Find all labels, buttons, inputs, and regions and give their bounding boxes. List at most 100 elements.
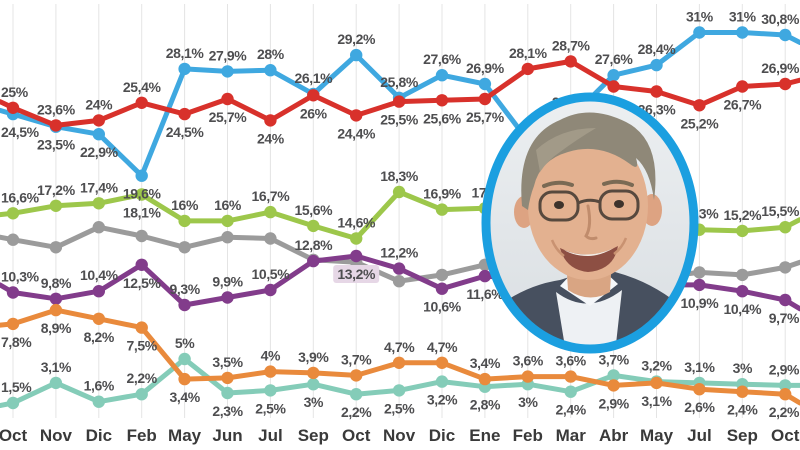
data-point-orange — [135, 321, 148, 334]
data-point-purple — [135, 258, 148, 271]
x-axis-label: Dic — [429, 426, 455, 445]
data-label-orange: 2,9% — [598, 395, 629, 411]
data-point-teal — [135, 388, 148, 401]
data-label-green: 14,6% — [337, 214, 376, 230]
data-label-green: 15,2% — [723, 207, 762, 223]
x-axis-label: Feb — [127, 426, 157, 445]
data-point-red — [307, 89, 320, 102]
data-point-gray — [736, 268, 749, 282]
data-point-green — [435, 203, 449, 216]
data-label-red: 23,6% — [37, 101, 76, 117]
data-point-purple — [264, 283, 277, 297]
eye-right — [614, 200, 624, 208]
data-label-red: 25,4% — [123, 79, 162, 95]
data-label-teal: 3,2% — [641, 358, 672, 374]
data-point-red — [779, 77, 792, 91]
data-label-red: 28,7% — [552, 37, 591, 53]
data-label-red: 24,4% — [337, 125, 376, 141]
data-label-blue: 31% — [729, 8, 757, 24]
data-point-orange — [178, 372, 191, 386]
data-point-red — [350, 109, 363, 122]
data-point-purple — [779, 293, 792, 307]
data-point-gray — [693, 266, 706, 279]
data-point-blue — [92, 128, 106, 141]
data-point-green — [736, 224, 749, 238]
data-label-purple: 11,6% — [466, 286, 504, 302]
data-point-gray — [779, 261, 792, 274]
x-axis-label: Nov — [40, 426, 73, 445]
data-label-red: 25,6% — [423, 110, 462, 126]
data-label-purple: 10,4% — [80, 267, 119, 283]
data-label-purple: 10,3% — [1, 268, 40, 284]
data-point-green — [49, 199, 63, 212]
data-point-teal — [49, 376, 63, 390]
data-point-red — [178, 107, 191, 121]
data-label-teal: 1,5% — [1, 379, 32, 395]
data-label-purple: 10,4% — [723, 301, 762, 317]
data-point-gray — [6, 233, 20, 246]
glasses-right-lens — [598, 189, 640, 221]
x-axis-label: Oct — [771, 426, 800, 445]
data-label-blue: 27,6% — [423, 51, 462, 67]
data-label-green: 15,5% — [761, 203, 800, 219]
data-point-teal — [607, 369, 620, 382]
data-label-red: 26,9% — [761, 60, 800, 76]
data-label-teal: 2,4% — [556, 402, 587, 418]
data-point-red — [221, 92, 234, 106]
x-axis-labels: Oct Nov Dic Feb May Jun Jul Sep Oct Nov Dic Ene Feb M… — [0, 426, 800, 445]
series-orange — [0, 303, 800, 406]
x-axis-label: Mar — [556, 426, 587, 445]
data-label-green: 17,4% — [80, 179, 119, 195]
data-point-blue — [135, 169, 148, 182]
data-point-orange — [307, 366, 320, 380]
data-point-red — [6, 101, 20, 115]
data-label-blue: 26,9% — [466, 60, 505, 76]
data-point-purple — [350, 249, 363, 263]
data-label-teal: 2,3% — [212, 403, 243, 419]
data-label-red: 24% — [85, 96, 113, 112]
data-point-gray — [221, 231, 234, 244]
data-point-red — [135, 96, 148, 110]
data-label-red: 24% — [257, 130, 285, 146]
data-label-purple: 10,9% — [681, 295, 720, 311]
data-point-red — [92, 114, 106, 127]
data-label-orange: 3,7% — [341, 351, 372, 367]
data-label-blue: 31% — [686, 8, 714, 24]
nose — [584, 204, 598, 241]
data-label-blue: 30,8% — [761, 11, 800, 27]
data-point-orange — [392, 356, 406, 369]
data-point-purple — [693, 278, 706, 292]
data-point-gray — [92, 221, 106, 234]
data-label-red: 26% — [300, 105, 328, 121]
data-point-green — [392, 185, 406, 199]
data-label-orange: 3,6% — [556, 353, 587, 369]
data-label-purple: 13,2% — [337, 266, 376, 282]
data-label-blue: 28,1% — [166, 45, 205, 61]
x-axis-label: Jul — [258, 426, 283, 445]
data-point-gray — [49, 241, 63, 254]
data-label-teal: 5% — [175, 335, 195, 351]
data-label-red: 25,7% — [209, 109, 248, 125]
data-point-gray — [135, 229, 148, 243]
data-label-teal: 2,8% — [470, 397, 501, 413]
data-point-teal — [779, 379, 792, 392]
data-point-orange — [736, 385, 749, 398]
data-label-teal: 2,5% — [255, 400, 286, 416]
data-label-purple: 9,9% — [212, 273, 243, 289]
data-label-teal: 2,5% — [384, 400, 415, 416]
eye-left — [554, 201, 564, 209]
x-axis-label: Nov — [383, 426, 416, 445]
eyebrow-left — [542, 180, 574, 188]
data-point-blue — [478, 77, 492, 91]
x-axis-label: Oct — [0, 426, 28, 445]
data-point-orange — [92, 312, 106, 325]
data-labels-layer: 16,6%17,2% 17,4%18,1% 16% 16% 16,7%15,6%14,6… — [1, 8, 800, 420]
data-label-green: 17,2% — [37, 182, 76, 198]
data-label-orange: 7,5% — [127, 338, 158, 354]
data-point-blue — [779, 28, 792, 42]
data-label-orange: 2,4% — [727, 402, 758, 418]
data-point-blue — [435, 69, 449, 82]
data-point-orange — [264, 365, 277, 378]
teeth — [564, 248, 614, 256]
